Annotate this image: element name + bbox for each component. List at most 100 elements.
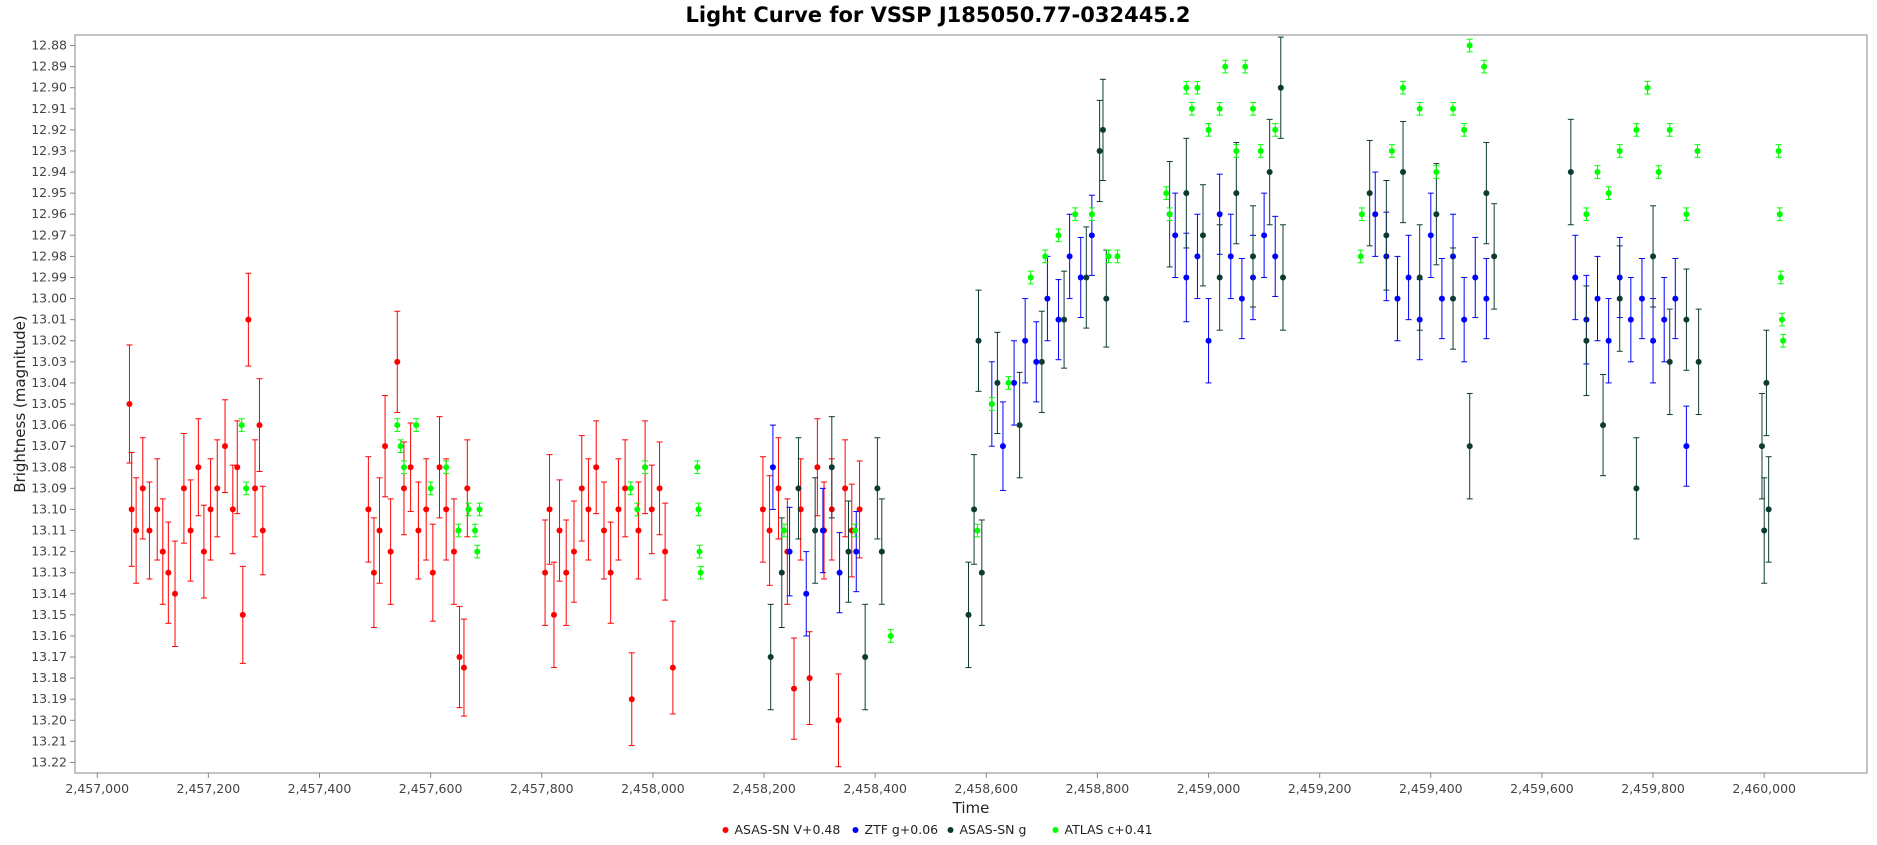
y-tick-label: 12.92	[31, 122, 67, 137]
data-point	[662, 548, 669, 555]
x-tick-label: 2,459,200	[1288, 781, 1352, 796]
legend-marker	[947, 827, 954, 833]
y-tick-label: 12.89	[31, 59, 67, 74]
data-point	[1055, 316, 1062, 323]
data-point	[1644, 84, 1651, 91]
data-point	[1194, 253, 1201, 260]
data-point	[862, 654, 869, 661]
data-point	[791, 685, 798, 692]
data-point	[1280, 274, 1287, 281]
data-point	[1605, 190, 1612, 197]
data-point	[1238, 295, 1245, 302]
data-point	[229, 506, 236, 513]
data-point	[806, 675, 813, 682]
data-point	[766, 527, 773, 534]
data-point	[550, 611, 557, 618]
data-point	[1466, 42, 1473, 49]
legend-marker	[722, 827, 729, 833]
data-point	[1272, 126, 1279, 133]
data-point	[1105, 253, 1112, 260]
data-point	[607, 569, 614, 576]
data-point	[1672, 295, 1679, 302]
y-axis-label: Brightness (magnitude)	[11, 315, 29, 493]
y-tick-label: 12.97	[31, 227, 67, 242]
data-point	[1650, 253, 1657, 260]
x-tick-label: 2,459,000	[1177, 781, 1241, 796]
y-tick-label: 13.01	[31, 312, 67, 327]
y-tick-label: 12.98	[31, 248, 67, 263]
data-point	[1583, 211, 1590, 218]
data-point	[1357, 253, 1364, 260]
y-tick-label: 12.99	[31, 269, 67, 284]
data-point	[694, 464, 701, 471]
x-tick-label: 2,458,000	[621, 781, 685, 796]
data-point	[1472, 274, 1479, 281]
x-tick-label: 2,457,400	[288, 781, 352, 796]
data-point	[1055, 232, 1062, 239]
data-point	[1400, 84, 1407, 91]
y-tick-label: 13.08	[31, 459, 67, 474]
data-point	[1083, 274, 1090, 281]
data-point	[180, 485, 187, 492]
x-tick-label: 2,457,600	[399, 781, 463, 796]
data-point	[1650, 337, 1657, 344]
data-point	[1605, 337, 1612, 344]
data-point	[407, 464, 414, 471]
data-point	[615, 506, 622, 513]
data-point	[853, 548, 860, 555]
data-point	[628, 696, 635, 703]
data-point	[1183, 274, 1190, 281]
data-point	[460, 664, 467, 671]
data-point	[1044, 295, 1051, 302]
data-point	[556, 527, 563, 534]
data-point	[1461, 316, 1468, 323]
data-point	[1099, 126, 1106, 133]
y-tick-label: 13.12	[31, 544, 67, 559]
data-point	[874, 485, 881, 492]
data-point	[370, 569, 377, 576]
data-point	[1416, 105, 1423, 112]
data-point	[1277, 84, 1284, 91]
data-point	[1216, 105, 1223, 112]
data-point	[1166, 211, 1173, 218]
data-point	[845, 548, 852, 555]
data-point	[1199, 232, 1206, 239]
data-point	[1016, 422, 1023, 429]
data-point	[1033, 358, 1040, 365]
data-point	[546, 506, 553, 513]
data-point	[1433, 169, 1440, 176]
legend-label: ATLAS c+0.41	[1065, 822, 1153, 837]
legend-label: ASAS-SN g	[960, 822, 1027, 837]
y-tick-label: 13.22	[31, 754, 67, 769]
data-point	[436, 464, 443, 471]
data-point	[146, 527, 153, 534]
data-point	[1042, 253, 1049, 260]
data-point	[1088, 211, 1095, 218]
data-point	[394, 358, 401, 365]
data-point	[1775, 147, 1782, 154]
x-tick-label: 2,457,800	[510, 781, 574, 796]
data-point	[450, 548, 457, 555]
data-point	[239, 611, 246, 618]
chart-title: Light Curve for VSSP J185050.77-032445.2	[685, 3, 1190, 27]
y-tick-label: 13.20	[31, 712, 67, 727]
data-point	[635, 527, 642, 534]
data-point	[656, 485, 663, 492]
data-point	[1616, 147, 1623, 154]
data-point	[1227, 253, 1234, 260]
data-point	[365, 506, 372, 513]
y-axis: 12.88 12.89 12.90 12.91 12.92 12.93 12.94 12.95…	[31, 38, 75, 769]
data-point	[1011, 379, 1018, 386]
data-point	[542, 569, 549, 576]
data-point	[1188, 105, 1195, 112]
data-point	[1616, 295, 1623, 302]
series-2	[767, 36, 1772, 711]
data-point	[835, 717, 842, 724]
x-tick-label: 2,457,200	[177, 781, 241, 796]
y-tick-label: 13.17	[31, 649, 67, 664]
data-point	[1400, 169, 1407, 176]
y-tick-label: 13.14	[31, 586, 67, 601]
data-point	[1103, 295, 1110, 302]
x-tick-label: 2,459,400	[1399, 781, 1463, 796]
data-point	[1583, 337, 1590, 344]
